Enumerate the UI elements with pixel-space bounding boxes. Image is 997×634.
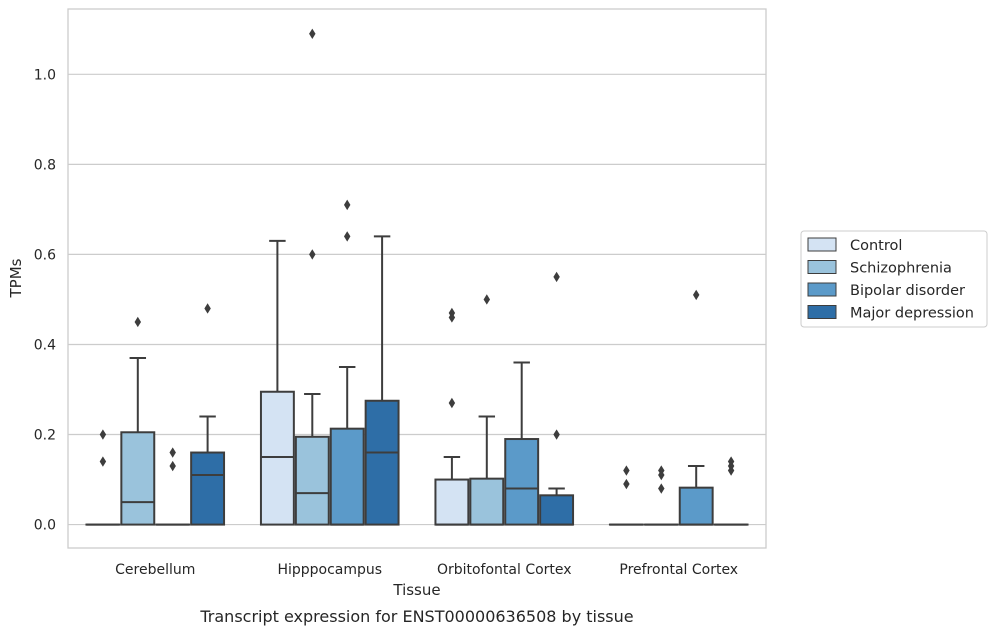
outlier-point bbox=[99, 456, 107, 467]
legend-label: Schizophrenia bbox=[850, 261, 952, 277]
y-axis-label: TPMs bbox=[7, 258, 25, 298]
box-major-depression bbox=[190, 303, 226, 526]
outlier-point bbox=[204, 303, 211, 314]
box-body bbox=[120, 431, 156, 526]
box-control bbox=[608, 465, 644, 526]
box-group-hipppocampus bbox=[259, 28, 400, 526]
outlier-point bbox=[134, 316, 142, 328]
y-tick-label: 0.6 bbox=[34, 247, 56, 263]
box-groups bbox=[85, 28, 749, 526]
box-body bbox=[329, 427, 365, 526]
outlier-point bbox=[623, 465, 630, 476]
y-tick-label: 0.4 bbox=[34, 337, 56, 353]
box-body bbox=[259, 390, 295, 526]
outlier-point bbox=[483, 294, 491, 305]
outlier-point bbox=[343, 199, 351, 211]
legend-label: Control bbox=[850, 238, 902, 254]
box-group-prefrontal-cortex bbox=[608, 289, 749, 526]
y-tick-label: 1.0 bbox=[34, 67, 56, 83]
y-axis-ticks: 0.0 0.2 0.4 0.6 0.8 1.0 bbox=[34, 67, 56, 533]
outlier-point bbox=[658, 483, 665, 494]
outlier-point bbox=[448, 312, 456, 323]
box-major-depression bbox=[713, 456, 749, 526]
plot-area-frame bbox=[67, 8, 767, 549]
figure-caption: Transcript expression for ENST0000063650… bbox=[199, 607, 633, 626]
box-schizophrenia bbox=[120, 316, 156, 526]
outlier-point bbox=[727, 465, 735, 476]
x-tick-label: Prefrontal Cortex bbox=[619, 562, 738, 578]
outlier-point bbox=[623, 478, 630, 490]
box-bipolar-disorder bbox=[504, 361, 540, 526]
box-body bbox=[469, 477, 505, 526]
box-body bbox=[190, 451, 226, 526]
x-axis-label: Tissue bbox=[392, 581, 440, 599]
outlier-point bbox=[99, 429, 107, 440]
legend-label: Major depression bbox=[850, 306, 974, 322]
x-tick-label: Orbitofontal Cortex bbox=[437, 562, 572, 578]
legend-swatch bbox=[807, 305, 837, 319]
box-body bbox=[504, 438, 540, 526]
y-tick-label: 0.2 bbox=[34, 428, 56, 444]
x-tick-label: Hipppocampus bbox=[277, 562, 382, 578]
legend: Control Schizophrenia Bipolar disorder Majo… bbox=[800, 230, 988, 328]
outlier-point bbox=[448, 397, 456, 409]
box-schizophrenia bbox=[469, 294, 505, 526]
outlier-point bbox=[658, 469, 665, 481]
box-group-cerebellum bbox=[85, 303, 226, 526]
box-control bbox=[85, 429, 121, 526]
box-body bbox=[434, 478, 470, 526]
outlier-point bbox=[343, 231, 351, 242]
legend-swatch bbox=[807, 282, 837, 297]
box-schizophrenia bbox=[294, 28, 330, 526]
outlier-point bbox=[169, 447, 176, 458]
outlier-point bbox=[553, 429, 560, 440]
box-body bbox=[678, 486, 714, 526]
box-body bbox=[294, 435, 330, 526]
x-axis-ticks: Cerebellum Hipppocampus Orbitofontal Corte… bbox=[115, 562, 738, 578]
legend-frame bbox=[800, 230, 988, 328]
legend-label: Bipolar disorder bbox=[850, 283, 965, 299]
outlier-point bbox=[309, 28, 316, 39]
box-bipolar-disorder bbox=[678, 289, 714, 526]
box-bipolar-disorder bbox=[329, 199, 365, 526]
box-control bbox=[434, 307, 470, 526]
box-schizophrenia bbox=[643, 465, 679, 526]
y-tick-label: 0.0 bbox=[34, 518, 56, 534]
legend-swatch bbox=[807, 237, 837, 252]
outlier-point bbox=[692, 289, 700, 301]
box-control bbox=[259, 239, 295, 526]
box-body bbox=[539, 494, 575, 526]
box-group-orbitofontal-cortex bbox=[434, 271, 575, 526]
x-tick-label: Cerebellum bbox=[115, 562, 195, 578]
outlier-point bbox=[309, 249, 316, 260]
box-body bbox=[364, 399, 400, 526]
outlier-point bbox=[169, 460, 176, 472]
box-major-depression bbox=[364, 235, 400, 526]
box-bipolar-disorder bbox=[155, 447, 191, 526]
outlier-point bbox=[553, 271, 560, 283]
box-major-depression bbox=[539, 271, 575, 526]
y-tick-label: 0.8 bbox=[34, 157, 56, 173]
legend-swatch bbox=[807, 260, 837, 274]
